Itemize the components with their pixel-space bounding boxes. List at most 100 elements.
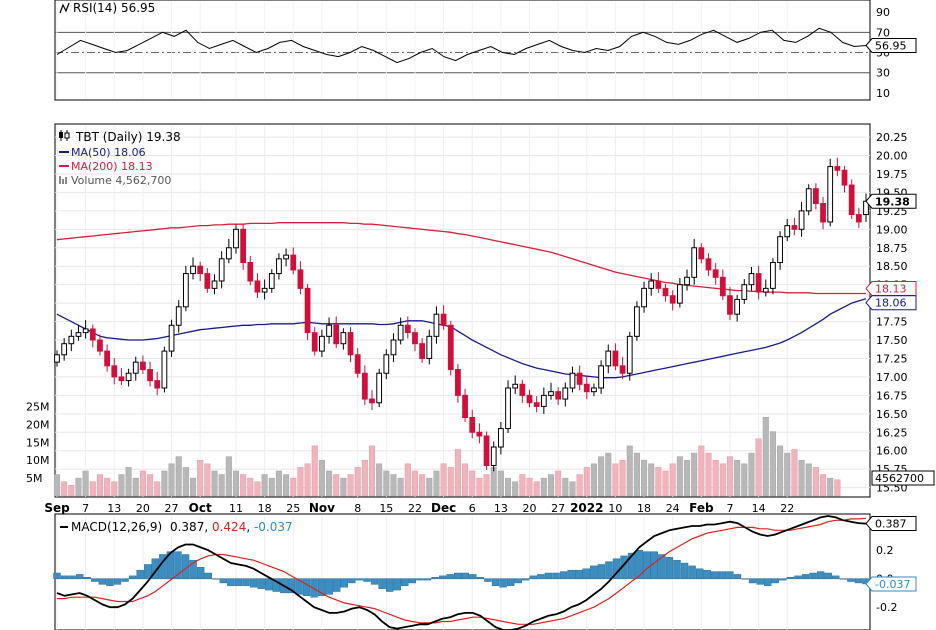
candle-body [626,335,633,374]
histogram-badge-box [865,576,917,592]
macd-histogram-bar [816,571,825,579]
volume-bar [712,459,719,497]
macd-histogram-bar [544,572,553,579]
macd-histogram-bar [809,572,817,579]
volume-bar [225,456,232,497]
candle-body [97,339,103,352]
macd-histogram-bar [514,578,522,584]
price-tick-label: 17.50 [876,334,908,347]
candle-body [770,262,776,289]
candle-body [462,394,468,419]
macd-histogram-bar [91,578,99,582]
candle-body [132,361,139,374]
x-axis-label: Feb [689,501,714,515]
macd-tick-label: 0.2 [876,544,894,557]
volume-legend-icon [59,176,67,184]
macd-histogram-bar [385,578,394,592]
candle-body [297,269,304,289]
price-tick-label: 18.75 [876,242,908,255]
macd-histogram-bar [771,578,779,584]
rsi-tick-label: 90 [876,6,890,19]
macd-histogram-bar [265,578,273,591]
candle-body [233,228,239,249]
price-tick-label: 20.25 [876,131,908,144]
candle-body [347,332,354,356]
candle-body [598,365,604,389]
ma200-badge-value: 18.13 [875,283,907,296]
candle-body [483,435,490,466]
macd-histogram-bar [567,569,575,579]
volume-bar [540,477,547,497]
macd-histogram-bar [68,575,76,579]
macd-histogram-bar [673,559,681,579]
macd-histogram-bar [431,577,439,579]
volume-bar [261,474,268,497]
macd-histogram-bar [151,558,159,579]
macd-histogram-bar [643,551,651,579]
volume-bar [419,474,426,497]
candle-body [698,247,705,260]
price-tick-label: 20.00 [876,150,908,163]
macd-legend-label: MACD(12,26,9) [71,520,162,534]
volume-bar [619,459,626,497]
rsi-line [56,27,867,64]
macd-histogram-bar [325,578,333,595]
x-axis-label: 15 [379,502,393,515]
candle-body [512,383,519,389]
volume-bar [812,467,819,497]
macd-histogram-bar [590,565,598,579]
rsi-badge-box [865,38,917,54]
macd-histogram-bar [295,578,303,595]
candle-body [276,258,282,275]
volume-bar [283,474,290,497]
volume-bar [726,456,734,497]
macd-histogram-bar [204,572,212,579]
macd-histogram-bar [786,577,795,579]
volume-tick-label: 20M [26,418,50,431]
volume-bar [791,449,798,497]
macd-histogram-bar [665,557,674,579]
candlesticks [54,157,869,472]
volume-bar [820,474,827,497]
volume-bar [512,481,519,497]
macd-histogram-bar [144,564,152,579]
macd-histogram-bar [136,569,144,579]
candle-body [61,343,68,356]
volume-bar [483,474,490,497]
candle-body [755,273,762,293]
macd-histogram-bar [310,578,318,598]
macd-histogram-bar [242,578,250,587]
macd-lines [53,515,870,630]
macd-histogram-bar [446,574,454,579]
volume-bar [590,463,597,497]
volume-bar [275,470,282,497]
rsi-badge-value: 56.95 [875,40,907,53]
macd-histogram-bar [234,578,243,587]
price-legend-ticker: TBT (Daily) 19.38 [75,130,181,144]
volume-bar [68,485,75,497]
volume-bar [118,474,125,497]
volume-badge-box [871,470,935,486]
macd-histogram-bar [355,578,364,581]
candle-body [497,428,504,448]
price-tick-label: 19.00 [876,223,908,236]
candle-body [340,332,347,345]
macd-histogram-bar [847,578,855,582]
macd-histogram-bar [272,578,280,592]
macd-histogram-bar [469,574,477,579]
volume-bar [254,481,261,497]
candle-body [777,236,783,264]
volume-bar [755,438,762,497]
macd-histogram-bar [287,578,296,594]
volume-bar [75,477,82,497]
macd-histogram-bar [370,578,379,585]
candle-body [813,188,819,204]
candle-body [82,328,89,334]
candle-body [326,324,332,337]
rsi-tick-label: 30 [876,67,890,80]
macd-histogram-bar [718,571,727,579]
rsi-panel-frame [54,0,871,101]
macd-histogram-bar [166,551,175,579]
volume-bar [698,445,705,497]
volume-bar [347,474,354,497]
